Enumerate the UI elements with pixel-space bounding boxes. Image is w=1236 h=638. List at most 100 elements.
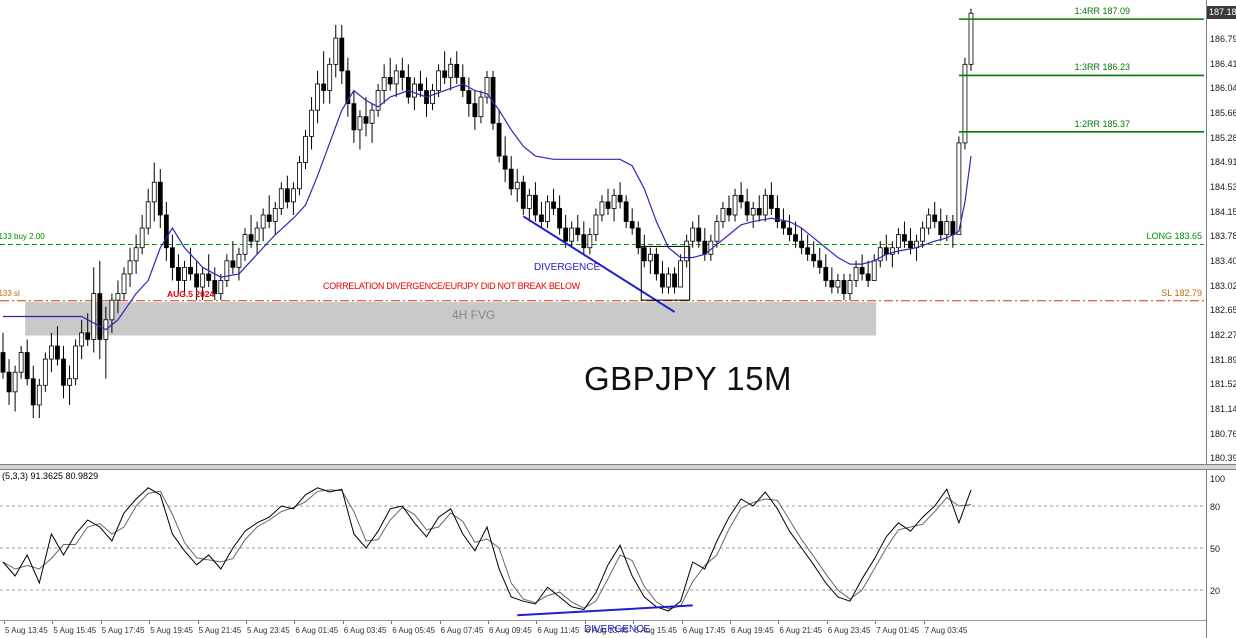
- consolidation-box[interactable]: [640, 245, 691, 301]
- time-axis-tick: [536, 621, 538, 624]
- price-chart-pane[interactable]: AUG.5 2024 CORRELATION DIVERGENCE/EURJPY…: [0, 0, 1206, 464]
- time-axis-tick: [730, 621, 731, 624]
- stoch-levels-layer: [0, 505, 1206, 591]
- candle-body: [254, 227, 260, 242]
- candle-body: [188, 266, 193, 275]
- candle-body: [151, 181, 157, 203]
- candle-body: [762, 194, 768, 216]
- stoch-trendline-layer[interactable]: [517, 604, 693, 617]
- fvg-zone-layer[interactable]: [25, 302, 877, 336]
- candle-body: [617, 194, 623, 203]
- candle-body: [944, 221, 950, 236]
- price-axis-label: 186.410: [1210, 59, 1236, 70]
- candle-body: [896, 234, 901, 249]
- candle-body: [194, 273, 200, 288]
- price-axis-label: 183.020: [1210, 281, 1236, 292]
- candle-body: [266, 214, 272, 222]
- candle-body: [690, 227, 696, 242]
- price-axis[interactable]: 187.181 186.790 186.410 186.040 185.660 185.…: [1206, 0, 1236, 638]
- candle-body: [508, 168, 514, 190]
- candle-body: [811, 253, 817, 262]
- stochastic-indicator-label: (5,3,3) 91.3625 80.9829: [2, 471, 99, 481]
- candle-body: [817, 260, 823, 268]
- candle-body: [956, 142, 962, 236]
- candle-body: [768, 194, 774, 209]
- candle-body: [418, 83, 423, 91]
- candle-body: [85, 332, 91, 340]
- level-lines-layer[interactable]: [0, 243, 1204, 302]
- time-axis-label: 6 Aug 11:45: [537, 626, 580, 635]
- candle-body: [345, 70, 351, 105]
- candle-body: [533, 194, 538, 216]
- candle-body: [635, 227, 641, 249]
- candle-body: [587, 234, 593, 249]
- box-layer[interactable]: [640, 245, 691, 301]
- candle-body: [260, 214, 266, 229]
- candle-body: [91, 293, 97, 340]
- price-axis-label: 185.660: [1210, 108, 1236, 119]
- candle-body: [950, 221, 956, 236]
- rr-lines-layer[interactable]: [958, 18, 1204, 133]
- candle-body: [629, 221, 635, 229]
- candle-body: [490, 77, 496, 124]
- price-divergence-trendline[interactable]: [522, 215, 676, 313]
- candle-body: [654, 253, 659, 275]
- candle-body: [684, 240, 690, 262]
- pane-separator[interactable]: [0, 464, 1236, 470]
- candle-body: [297, 162, 302, 190]
- candle-body: [539, 214, 544, 222]
- date-annotation: AUG.5 2024: [167, 289, 215, 299]
- candle-body: [563, 227, 569, 242]
- candle-body: [284, 188, 290, 203]
- time-axis-label: 6 Aug 13:45: [585, 626, 629, 635]
- time-axis-tick: [294, 621, 296, 624]
- time-axis-label: 6 Aug 05:45: [392, 626, 435, 635]
- time-axis-tick: [391, 621, 393, 624]
- candle-body: [702, 240, 708, 255]
- candle-body: [109, 299, 115, 321]
- candle-body: [200, 273, 206, 288]
- candle-body: [218, 280, 224, 294]
- candle-body: [732, 194, 738, 216]
- price-chart-svg: [0, 8, 1204, 419]
- candle-body: [448, 63, 454, 78]
- candle-body: [224, 260, 230, 281]
- fvg-zone[interactable]: [25, 302, 877, 336]
- candle-body: [611, 194, 617, 209]
- price-axis-label: 184.150: [1210, 207, 1236, 218]
- chart-title: GBPJPY 15M: [584, 360, 792, 397]
- time-axis-tick: [826, 621, 828, 624]
- candle-body: [327, 63, 333, 91]
- trendline-layer[interactable]: [522, 215, 676, 313]
- time-axis-label: 5 Aug 17:45: [101, 626, 145, 635]
- time-axis-label: 6 Aug 21:45: [779, 626, 823, 635]
- candle-body: [478, 96, 484, 118]
- candle-body: [303, 135, 308, 163]
- time-axis-tick: [439, 621, 441, 624]
- stochastic-pane[interactable]: (5,3,3) 91.3625 80.9829: [0, 470, 1206, 620]
- time-axis-label: 6 Aug 03:45: [343, 626, 387, 635]
- time-axis-label: 5 Aug 19:45: [150, 626, 193, 635]
- candle-body: [672, 273, 677, 288]
- time-axis-label: 6 Aug 19:45: [731, 626, 774, 635]
- candle-body: [0, 352, 6, 373]
- candle-body: [599, 201, 605, 216]
- candle-body: [623, 201, 629, 222]
- fvg-zone-label: 4H FVG: [452, 308, 496, 322]
- candle-body: [859, 266, 865, 275]
- candle-body: [726, 208, 732, 216]
- time-axis-tick: [246, 621, 247, 624]
- candle-body: [49, 345, 54, 360]
- candle-body: [744, 201, 750, 216]
- time-axis[interactable]: 5 Aug 13:45 5 Aug 15:45 5 Aug 17:45 5 Aug 1…: [0, 620, 1206, 638]
- divergence-annotation-price: DIVERGENCE: [534, 262, 601, 273]
- time-axis-label: 5 Aug 21:45: [198, 626, 242, 635]
- candle-body: [593, 214, 599, 236]
- candle-body: [24, 352, 30, 380]
- candle-body: [42, 358, 48, 386]
- candle-body: [454, 63, 460, 78]
- candle-body: [889, 247, 895, 255]
- long-entry-line-label-left: 7133 buy 2.00: [0, 232, 45, 242]
- candle-body: [315, 83, 321, 111]
- stoch-divergence-trendline[interactable]: [517, 604, 693, 617]
